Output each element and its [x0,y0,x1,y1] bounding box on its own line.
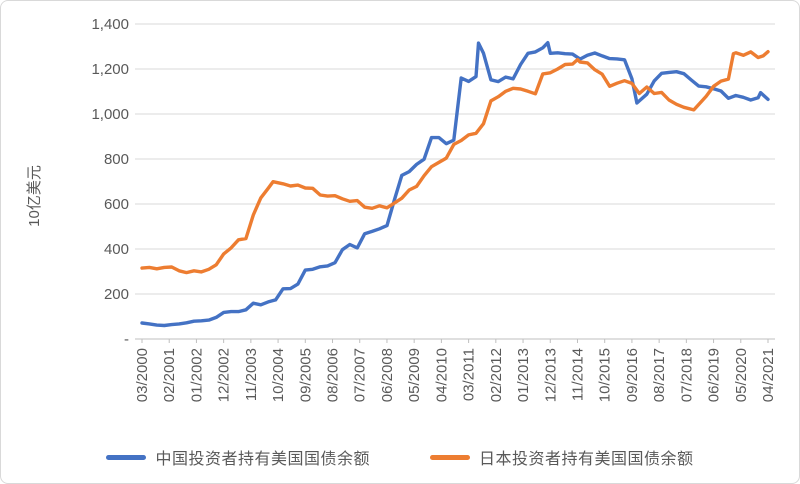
series-line-japan [140,50,770,275]
y-tick-label: 200 [104,286,129,303]
x-tick-label: 11/2014 [569,348,586,401]
x-tick-label: 07/2018 [678,348,695,402]
x-tick-label: 05/2020 [733,348,750,402]
x-tick-label: 02/2012 [488,348,505,402]
x-tick-label: 07/2007 [352,348,369,402]
x-tick-label: 01/2013 [515,348,532,402]
chart-legend: 中国投资者持有美国国债余额 日本投资者持有美国国债余额 [1,445,799,469]
x-tick-label: 08/2006 [325,348,342,402]
legend-swatch-japan [430,454,470,460]
x-tick-label: 02/2001 [161,348,178,402]
series-line-china [140,41,770,328]
y-axis-title: 10亿美元 [26,165,43,227]
x-tick-label: 09/2016 [624,348,641,402]
x-tick-label: 06/2008 [379,348,396,402]
x-tick-label: 03/2011 [461,348,478,401]
x-tick-label: 09/2005 [297,348,314,402]
y-tick-label: 1,400 [91,16,129,33]
legend-item-japan: 日本投资者持有美国国债余额 [430,445,694,469]
y-tick-label: 600 [104,196,129,213]
y-tick-label: 800 [104,151,129,168]
legend-label-japan: 日本投资者持有美国国债余额 [479,451,694,468]
y-tick-label: 1,200 [91,61,129,78]
x-tick-label: 12/2013 [542,348,559,402]
legend-label-china: 中国投资者持有美国国债余额 [155,451,370,468]
x-tick-label: 12/2002 [216,348,233,402]
x-tick-label: 04/2021 [760,348,777,402]
x-tick-label: 03/2000 [134,348,151,402]
x-tick-label: 10/2004 [270,348,287,402]
x-tick-label: 08/2017 [651,348,668,402]
legend-swatch-china [106,454,147,460]
legend-item-china: 中国投资者持有美国国债余额 [106,445,370,469]
x-tick-label: 01/2002 [188,348,205,402]
y-tick-label: 1,000 [91,106,129,123]
x-tick-label: 06/2019 [706,348,723,402]
x-tick-label: 05/2009 [406,348,423,402]
x-tick-label: 04/2010 [433,348,450,402]
y-tick-label: - [124,331,129,348]
x-tick-label: 10/2015 [597,348,614,402]
x-tick-label: 11/2003 [243,348,260,401]
y-tick-label: 400 [104,241,129,258]
